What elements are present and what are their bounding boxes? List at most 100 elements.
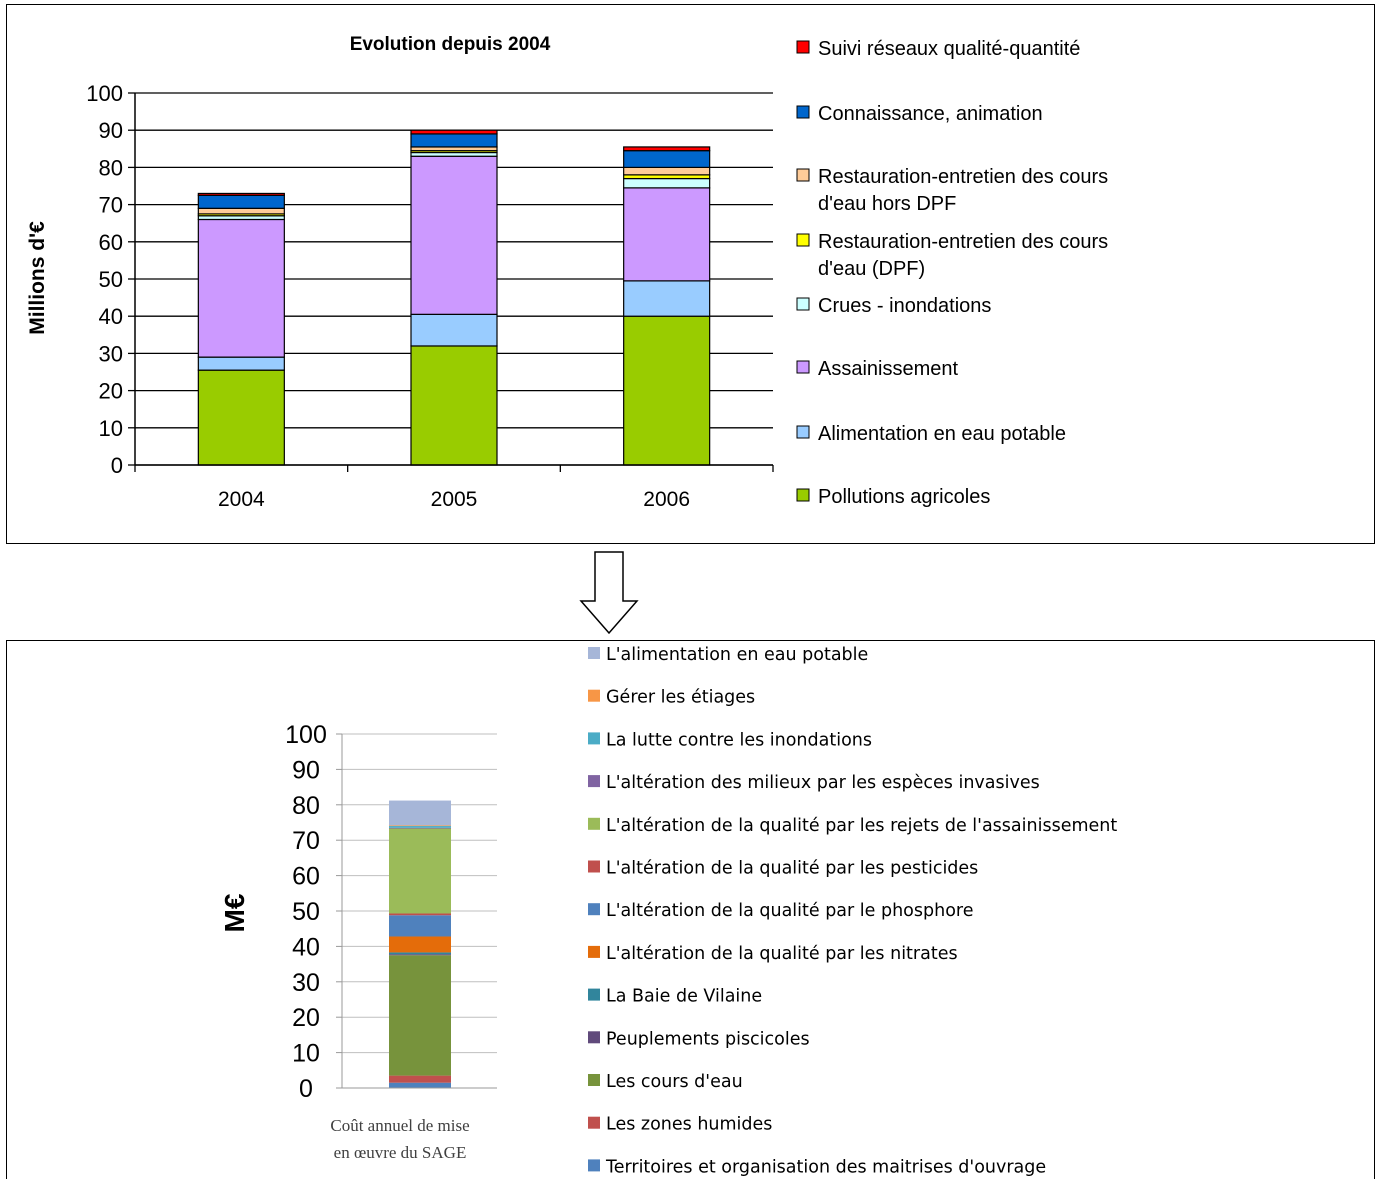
bar-segment-l-alteration-de-la-qualite-par-les-nitrates: [389, 936, 451, 953]
y-tick-label: 30: [292, 969, 320, 997]
y-tick-label: 60: [292, 863, 320, 891]
legend-entry-restauration-entretien-des-cours-d-eau-hors-dpf: Restauration-entretien des cours d'eau ho…: [796, 166, 1108, 215]
y-tick-label: 50: [99, 267, 123, 292]
bar-segment-pollutions-agricoles-2006: [623, 315, 711, 466]
x-category-label-line2: en œuvre du SAGE: [334, 1143, 467, 1162]
bar-segment-connaissance-animation-2004: [197, 194, 285, 209]
bar-segment-assainissement-2005: [410, 155, 498, 315]
bar-segment-l-alteration-de-la-qualite-par-les-rejets-de-l-assainissement: [389, 828, 451, 914]
legend-entry-alimentation-en-eau-potable: Alimentation en eau potable: [796, 423, 1066, 445]
legend-label: Les cours d'eau: [606, 1072, 743, 1092]
legend-label: La Baie de Vilaine: [606, 987, 762, 1007]
bar-segment-l-alteration-des-milieux-par-les-especes-invasives: [389, 827, 451, 829]
bar-segment-pollutions-agricoles-2004: [197, 369, 285, 466]
legend-swatch: [796, 488, 810, 502]
chart-title: Evolution depuis 2004: [350, 34, 551, 55]
bar-segment-territoires-et-organisation-des-maitrises-d-ouvrage: [389, 1082, 451, 1088]
legend-label: L'altération de la qualité par les pesti…: [606, 859, 978, 879]
top-chart: Evolution depuis 2004 Millions d'€ 0 10 20…: [26, 34, 1108, 511]
legend-swatch: [588, 775, 600, 788]
y-tick-label: 60: [99, 230, 123, 255]
legend-swatch: [588, 903, 600, 916]
y-tick-label: 10: [292, 1040, 320, 1068]
legend-swatch: [588, 1031, 600, 1044]
legend-entry-la-baie-de-vilaine: La Baie de Vilaine: [588, 987, 762, 1007]
legend-label: Alimentation en eau potable: [818, 423, 1066, 445]
legend-label: Territoires et organisation des maitrise…: [605, 1157, 1046, 1177]
bottom-chart-panel: [6, 640, 1375, 1179]
bar-segment-l-alteration-de-la-qualite-par-le-phosphore: [389, 915, 451, 937]
legend-entry-l-alteration-de-la-qualite-par-les-rejets-de-l-assainissement: L'altération de la qualité par les rejet…: [588, 816, 1117, 836]
legend-label: L'alimentation en eau potable: [606, 645, 868, 665]
legend-swatch: [588, 817, 600, 830]
legend-swatch: [796, 297, 810, 311]
legend-swatch: [588, 732, 600, 745]
legend-label: Restauration-entretien des cours: [818, 231, 1108, 253]
legend-label: Pollutions agricoles: [818, 486, 990, 508]
legend-swatch: [588, 647, 600, 659]
x-tick-label: 2005: [431, 488, 478, 511]
bar-segment-assainissement-2006: [623, 187, 711, 282]
legend-label: d'eau (DPF): [818, 258, 925, 280]
legend-swatch: [796, 40, 810, 54]
bar-segment-alimentation-en-eau-potable-2004: [197, 356, 285, 371]
bar-segment-connaissance-animation-2006: [623, 150, 711, 169]
y-tick-label: 50: [292, 898, 320, 926]
bar-segment-la-lutte-contre-les-inondations: [389, 826, 451, 828]
legend-label: Crues - inondations: [818, 295, 991, 317]
legend-entry-gerer-les-etiages: Gérer les étiages: [588, 688, 755, 708]
legend-label: L'altération des milieux par les espèces…: [606, 773, 1040, 793]
legend-label: Gérer les étiages: [606, 688, 755, 708]
legend-entry-territoires-et-organisation-des-maitrises-d-ouvrage: Territoires et organisation des maitrise…: [588, 1157, 1046, 1177]
bar-segment-gerer-les-etiages: [389, 825, 451, 827]
x-category-label-line1: Coût annuel de mise: [330, 1116, 469, 1135]
bar-segment-suivi-reseaux-qualite-quantite-2004: [197, 192, 285, 196]
legend-entry-restauration-entretien-des-cours-d-eau-dpf: Restauration-entretien des cours d'eau (D…: [796, 231, 1108, 280]
bar-segment-crues-inondations-2006: [623, 177, 711, 189]
y-tick-label: 0: [111, 453, 123, 478]
bar-segment-la-baie-de-vilaine: [389, 952, 451, 955]
legend-entry-l-alteration-de-la-qualite-par-le-phosphore: L'altération de la qualité par le phosph…: [588, 901, 974, 921]
y-axis-label: Millions d'€: [26, 221, 49, 335]
legend-label: Assainissement: [818, 358, 959, 380]
legend-swatch: [588, 945, 600, 958]
legend-entry-suivi-reseaux-qualite-quantite: Suivi réseaux qualité-quantité: [796, 38, 1080, 60]
bar-segment-alimentation-en-eau-potable-2006: [623, 280, 711, 317]
y-tick-label: 10: [99, 416, 123, 441]
legend-swatch: [588, 988, 600, 1001]
bar-segment-restauration-entretien-des-cours-d-eau-hors-dpf-2006: [623, 166, 711, 176]
legend-label: Connaissance, animation: [818, 103, 1043, 125]
y-tick-label: 90: [99, 118, 123, 143]
legend-entry-crues-inondations: Crues - inondations: [796, 295, 991, 317]
y-tick-label: 70: [292, 827, 320, 855]
bar-segment-les-cours-d-eau: [389, 955, 451, 1076]
bar-segment-restauration-entretien-des-cours-d-eau-hors-dpf-2004: [197, 207, 285, 215]
legend-swatch: [796, 105, 810, 119]
y-tick-label: 70: [99, 193, 123, 218]
bar-segment-suivi-reseaux-qualite-quantite-2006: [623, 146, 711, 152]
legend-swatch: [796, 233, 810, 247]
y-axis-label: M€: [219, 893, 250, 932]
legend-label: Les zones humides: [606, 1115, 772, 1135]
bar-segment-connaissance-animation-2005: [410, 133, 498, 148]
y-tick-label: 90: [292, 756, 320, 784]
legend-swatch: [588, 1074, 600, 1086]
bottom-chart: M€ 0 10 20 30 40 50 60 70 80 90 100 Coût annuel de…: [219, 645, 1117, 1177]
legend-entry-l-alteration-des-milieux-par-les-especes-invasives: L'altération des milieux par les espèces…: [588, 773, 1040, 793]
bar-segment-peuplements-piscicoles: [389, 954, 451, 956]
legend-label: Restauration-entretien des cours: [818, 166, 1108, 188]
legend-swatch: [796, 425, 810, 439]
legend-label: d'eau hors DPF: [818, 193, 956, 215]
y-tick-label: 0: [299, 1075, 313, 1103]
legend-entry-peuplements-piscicoles: Peuplements piscicoles: [588, 1029, 810, 1049]
legend-label: La lutte contre les inondations: [606, 730, 872, 750]
bar-segment-l-alteration-de-la-qualite-par-les-pesticides: [389, 913, 451, 916]
legend-entry-connaissance-animation: Connaissance, animation: [796, 103, 1043, 125]
y-tick-label: 100: [86, 81, 123, 106]
down-arrow-icon: [579, 551, 639, 635]
y-tick-label: 100: [285, 721, 327, 749]
legend-entry-l-alimentation-en-eau-potable: L'alimentation en eau potable: [588, 645, 868, 665]
legend-entry-pollutions-agricoles: Pollutions agricoles: [796, 486, 990, 508]
legend-label: Peuplements piscicoles: [606, 1029, 810, 1049]
